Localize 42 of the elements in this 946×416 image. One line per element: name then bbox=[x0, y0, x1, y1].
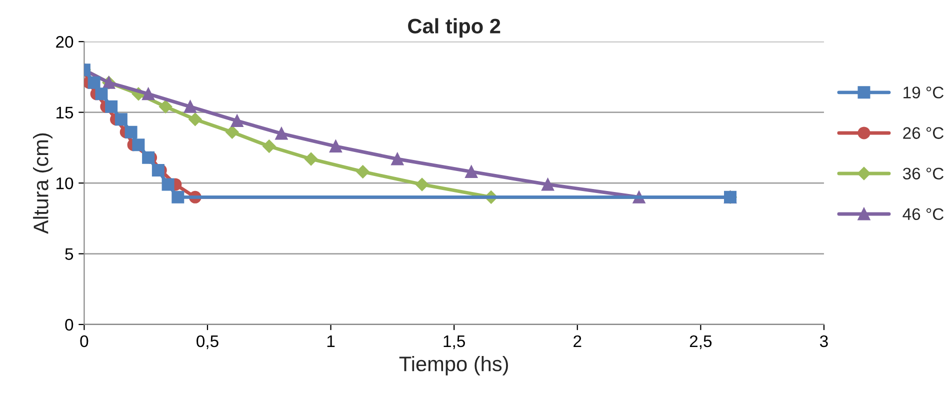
legend-label: 36 °C bbox=[902, 168, 944, 180]
point bbox=[95, 88, 108, 100]
point bbox=[172, 190, 184, 204]
point bbox=[262, 140, 276, 153]
legend-label: 46 °C bbox=[902, 208, 944, 220]
x-tick-label: 2,5 bbox=[690, 335, 712, 350]
x-tick-label: 2 bbox=[574, 335, 582, 347]
y-tick-label: 10 bbox=[56, 177, 74, 190]
point bbox=[230, 114, 244, 128]
point bbox=[356, 165, 370, 178]
legend-label: 26 °C bbox=[903, 127, 944, 139]
point bbox=[184, 100, 196, 113]
x-tick-label: 1,5 bbox=[444, 336, 465, 350]
point bbox=[415, 178, 429, 192]
point bbox=[188, 112, 202, 126]
legend-label: 19 °C bbox=[904, 86, 944, 98]
x-tick-label: 1 bbox=[327, 336, 335, 347]
chart-title: Cal tipo 2 bbox=[408, 18, 500, 38]
y-tick-label: 5 bbox=[65, 248, 74, 260]
point bbox=[124, 126, 138, 138]
point bbox=[158, 100, 172, 114]
point bbox=[142, 88, 155, 100]
point bbox=[226, 126, 239, 139]
point bbox=[275, 127, 288, 140]
y-axis-title: Altura (cm) bbox=[33, 133, 52, 234]
point bbox=[132, 138, 145, 152]
point bbox=[465, 165, 478, 178]
point bbox=[162, 178, 174, 191]
point bbox=[88, 76, 100, 89]
x-tick-label: 0 bbox=[80, 335, 88, 348]
y-tick-label: 0 bbox=[65, 318, 74, 331]
y-tick-label: 20 bbox=[56, 36, 74, 48]
y-tick-label: 15 bbox=[56, 106, 74, 119]
x-tick-label: 0,5 bbox=[196, 335, 218, 350]
point bbox=[329, 140, 342, 153]
point bbox=[542, 178, 554, 191]
point bbox=[391, 152, 404, 166]
x-tick-label: 3 bbox=[820, 335, 828, 348]
point bbox=[105, 100, 118, 113]
x-axis-title: Tiempo (hs) bbox=[399, 356, 508, 376]
point bbox=[304, 152, 318, 166]
point bbox=[114, 113, 128, 126]
